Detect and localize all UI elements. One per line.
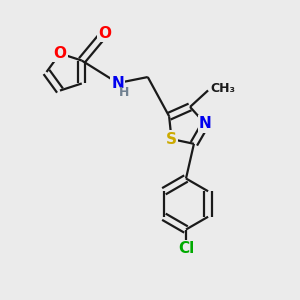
Text: H: H	[119, 86, 130, 99]
Text: O: O	[98, 26, 111, 41]
Text: O: O	[53, 46, 67, 61]
Text: S: S	[166, 131, 177, 146]
Text: Cl: Cl	[178, 241, 194, 256]
Text: N: N	[111, 76, 124, 91]
Text: CH₃: CH₃	[211, 82, 236, 95]
Text: N: N	[199, 116, 212, 131]
